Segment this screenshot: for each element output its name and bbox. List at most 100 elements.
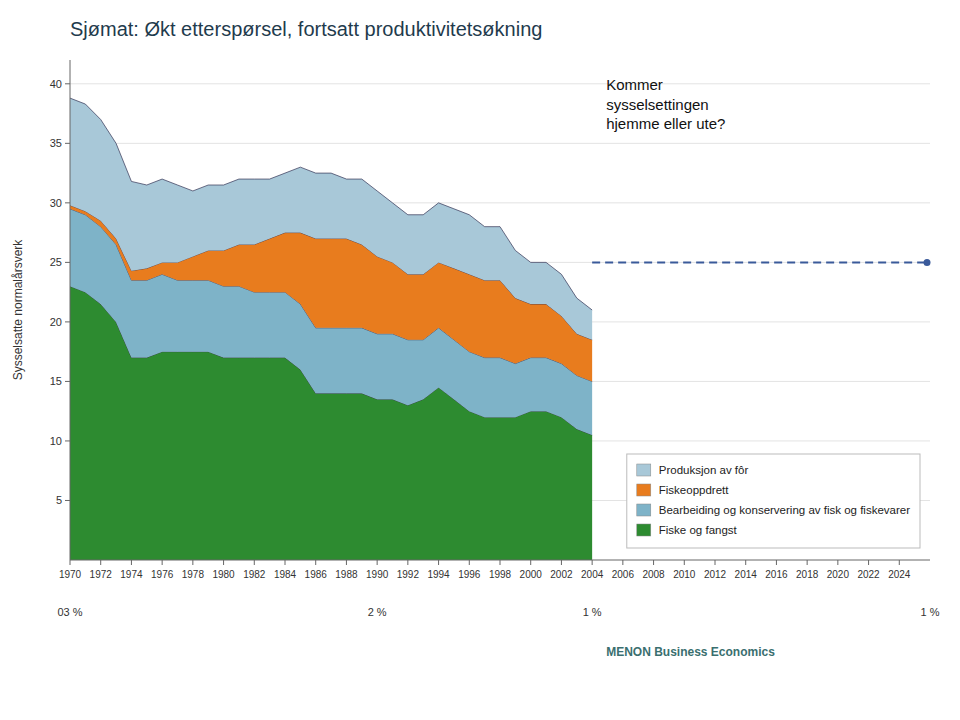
x-tick [70, 560, 71, 565]
chart: Sjømat: Økt etterspørsel, fortsatt produ… [0, 0, 960, 720]
annotation: Kommer sysselsettingen hjemme eller ute? [606, 76, 725, 132]
bottom-label: 1 % [583, 606, 602, 618]
x-tick [407, 560, 408, 565]
x-tick [377, 560, 378, 565]
x-tick [162, 560, 163, 565]
x-tick [223, 560, 224, 565]
x-tick-label: 1996 [458, 569, 481, 580]
x-tick [653, 560, 654, 565]
x-tick [868, 560, 869, 565]
x-tick [745, 560, 746, 565]
x-axis: 1970 1972 1974 1976 1978 1980 1982 1984 1986 1988… [59, 560, 911, 580]
x-tick-label: 2012 [704, 569, 727, 580]
y-tick [65, 262, 70, 263]
bottom-label: 2 % [368, 606, 387, 618]
x-tick-label: 1982 [243, 569, 266, 580]
legend-swatch [637, 524, 651, 536]
x-tick-label: 2004 [581, 569, 604, 580]
annotation-line: Kommer [606, 76, 663, 93]
x-tick-label: 1986 [305, 569, 328, 580]
x-tick-label: 1978 [182, 569, 205, 580]
source: MENON Business Economics [606, 645, 775, 659]
x-tick [561, 560, 562, 565]
x-tick-label: 1988 [335, 569, 358, 580]
legend-swatch [637, 504, 651, 516]
x-tick-label: 2020 [827, 569, 850, 580]
area [70, 98, 592, 340]
y-axis-label: Sysselsatte normalårsverk [11, 239, 25, 381]
bottom-label: 1 % [921, 606, 940, 618]
legend-box [627, 454, 920, 548]
annotation-line: sysselsettingen [606, 96, 709, 113]
area-outline [70, 98, 592, 310]
grid-line [70, 83, 930, 84]
x-tick [469, 560, 470, 565]
bottom-label: 03 % [57, 606, 82, 618]
y-tick [65, 83, 70, 84]
y-tick-label: 35 [50, 137, 62, 149]
x-tick [592, 560, 593, 565]
x-tick [530, 560, 531, 565]
x-tick-label: 2022 [857, 569, 880, 580]
x-tick [807, 560, 808, 565]
x-tick-label: 2016 [765, 569, 788, 580]
legend: Produksjon av fôr Fiskeoppdrett Bearbeidin… [627, 454, 920, 548]
legend-swatch [637, 464, 651, 476]
x-tick-label: 2002 [550, 569, 573, 580]
x-tick-label: 1998 [489, 569, 512, 580]
legend-label: Fiskeoppdrett [659, 484, 729, 496]
y-tick-label: 30 [50, 197, 62, 209]
annotation-line: hjemme eller ute? [606, 115, 725, 132]
x-tick-label: 1980 [212, 569, 235, 580]
x-tick-label: 2008 [642, 569, 665, 580]
x-tick [837, 560, 838, 565]
y-tick-label: 15 [50, 375, 62, 387]
y-tick-label: 10 [50, 435, 62, 447]
x-tick-label: 1974 [120, 569, 143, 580]
y-tick [65, 500, 70, 501]
grid-line [70, 143, 930, 144]
x-tick-label: 2014 [735, 569, 758, 580]
x-tick-label: 1972 [90, 569, 113, 580]
x-tick-label: 2024 [888, 569, 911, 580]
title: Sjømat: Økt etterspørsel, fortsatt produ… [70, 18, 542, 40]
x-tick-label: 1990 [366, 569, 389, 580]
x-tick [776, 560, 777, 565]
x-tick [500, 560, 501, 565]
x-tick-label: 2018 [796, 569, 819, 580]
y-tick [65, 321, 70, 322]
x-tick-label: 2010 [673, 569, 696, 580]
x-tick [346, 560, 347, 565]
x-tick [315, 560, 316, 565]
y-tick-label: 5 [56, 494, 62, 506]
x-tick [100, 560, 101, 565]
x-tick [254, 560, 255, 565]
x-tick-label: 2006 [612, 569, 635, 580]
x-tick-label: 1970 [59, 569, 82, 580]
x-tick [131, 560, 132, 565]
reference-dot [924, 259, 931, 266]
x-tick-label: 2000 [520, 569, 543, 580]
x-tick-label: 1992 [397, 569, 420, 580]
x-tick [192, 560, 193, 565]
legend-swatch [637, 484, 651, 496]
x-tick [285, 560, 286, 565]
x-tick [622, 560, 623, 565]
y-tick-label: 25 [50, 256, 62, 268]
x-tick [684, 560, 685, 565]
x-tick [715, 560, 716, 565]
y-tick-label: 20 [50, 316, 62, 328]
legend-label: Fiske og fangst [659, 524, 738, 536]
areas [70, 98, 592, 560]
y-tick [65, 381, 70, 382]
y-tick [65, 143, 70, 144]
y-axis-line [70, 60, 71, 560]
x-tick [899, 560, 900, 565]
x-tick [438, 560, 439, 565]
reference-line [592, 261, 930, 263]
legend-label: Bearbeiding og konservering av fisk og f… [659, 504, 910, 516]
legend-label: Produksjon av fôr [659, 464, 749, 476]
x-tick-label: 1976 [151, 569, 174, 580]
x-tick-label: 1984 [274, 569, 297, 580]
y-tick [65, 202, 70, 203]
